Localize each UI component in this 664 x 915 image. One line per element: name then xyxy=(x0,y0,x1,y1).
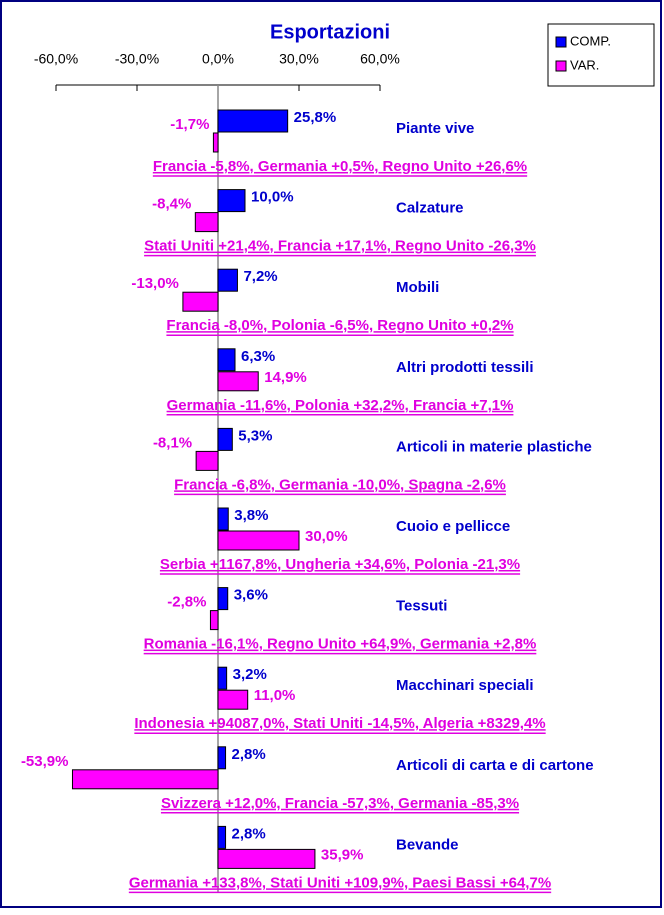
category-label: Articoli in materie plastiche xyxy=(396,438,592,455)
value-label: -8,4% xyxy=(152,196,191,213)
annotation: Svizzera +12,0%, Francia -57,3%, Germani… xyxy=(161,795,519,812)
x-tick-label: 60,0% xyxy=(360,51,400,67)
category-label: Articoli di carta e di cartone xyxy=(396,757,594,774)
annotation: Francia -6,8%, Germania -10,0%, Spagna -… xyxy=(174,476,506,493)
legend-label: VAR. xyxy=(570,57,599,72)
bar xyxy=(212,132,219,153)
annotation: Serbia +1167,8%, Ungheria +34,6%, Poloni… xyxy=(160,556,520,573)
value-label: 2,8% xyxy=(232,825,266,842)
value-label: 2,8% xyxy=(232,746,266,763)
bar xyxy=(71,769,219,790)
value-label: 35,9% xyxy=(321,846,364,863)
bar xyxy=(217,587,229,611)
bar xyxy=(217,268,238,292)
bar xyxy=(217,427,233,451)
legend-swatch xyxy=(555,36,567,48)
bar xyxy=(217,507,229,531)
category-label: Calzature xyxy=(396,200,464,217)
x-tick-label: 0,0% xyxy=(202,51,234,67)
bar xyxy=(217,348,236,372)
value-label: 14,9% xyxy=(264,369,307,386)
value-label: -1,7% xyxy=(170,116,209,133)
bar xyxy=(194,212,219,233)
annotation: Romania -16,1%, Regno Unito +64,9%, Germ… xyxy=(144,636,537,653)
annotation: Germania -11,6%, Polonia +32,2%, Francia… xyxy=(167,397,514,414)
bar xyxy=(217,530,300,551)
value-label: 25,8% xyxy=(294,109,337,126)
category-label: Macchinari speciali xyxy=(396,677,534,694)
value-label: 3,8% xyxy=(234,507,268,524)
annotation: Stati Uniti +21,4%, Francia +17,1%, Regn… xyxy=(144,238,536,255)
category-label: Mobili xyxy=(396,279,439,296)
chart-title: Esportazioni xyxy=(270,21,390,43)
annotation: Germania +133,8%, Stati Uniti +109,9%, P… xyxy=(129,874,551,891)
value-label: 3,6% xyxy=(234,587,268,604)
category-label: Bevande xyxy=(396,836,459,853)
value-label: 6,3% xyxy=(241,348,275,365)
bar xyxy=(217,689,249,710)
value-label: 7,2% xyxy=(243,268,277,285)
value-label: 11,0% xyxy=(254,687,296,704)
category-label: Altri prodotti tessili xyxy=(396,359,534,376)
bar xyxy=(217,109,289,133)
category-label: Tessuti xyxy=(396,598,447,615)
category-label: Piante vive xyxy=(396,120,474,137)
legend-label: COMP. xyxy=(570,33,611,48)
bar xyxy=(217,825,227,849)
bar xyxy=(217,746,227,770)
annotation: Francia -8,0%, Polonia -6,5%, Regno Unit… xyxy=(166,317,513,334)
x-tick-label: -60,0% xyxy=(34,51,78,67)
bar xyxy=(217,666,228,690)
bar xyxy=(182,291,219,312)
value-label: 10,0% xyxy=(251,189,294,206)
annotation: Francia -5,8%, Germania +0,5%, Regno Uni… xyxy=(153,158,527,175)
value-label: 3,2% xyxy=(233,666,267,683)
value-label: -8,1% xyxy=(153,434,192,451)
x-tick-label: -30,0% xyxy=(115,51,159,67)
value-label: 30,0% xyxy=(305,528,348,545)
value-label: -53,9% xyxy=(21,753,69,770)
value-label: 5,3% xyxy=(238,427,272,444)
legend-swatch xyxy=(555,60,567,72)
category-label: Cuoio e pellicce xyxy=(396,518,510,535)
bar xyxy=(217,189,246,213)
annotation: Indonesia +94087,0%, Stati Uniti -14,5%,… xyxy=(134,715,545,732)
value-label: -13,0% xyxy=(131,275,179,292)
bar xyxy=(217,848,316,869)
bar xyxy=(217,371,259,392)
bar xyxy=(195,450,219,471)
value-label: -2,8% xyxy=(167,594,206,611)
bar xyxy=(209,610,219,631)
x-tick-label: 30,0% xyxy=(279,51,319,67)
legend xyxy=(547,23,655,87)
